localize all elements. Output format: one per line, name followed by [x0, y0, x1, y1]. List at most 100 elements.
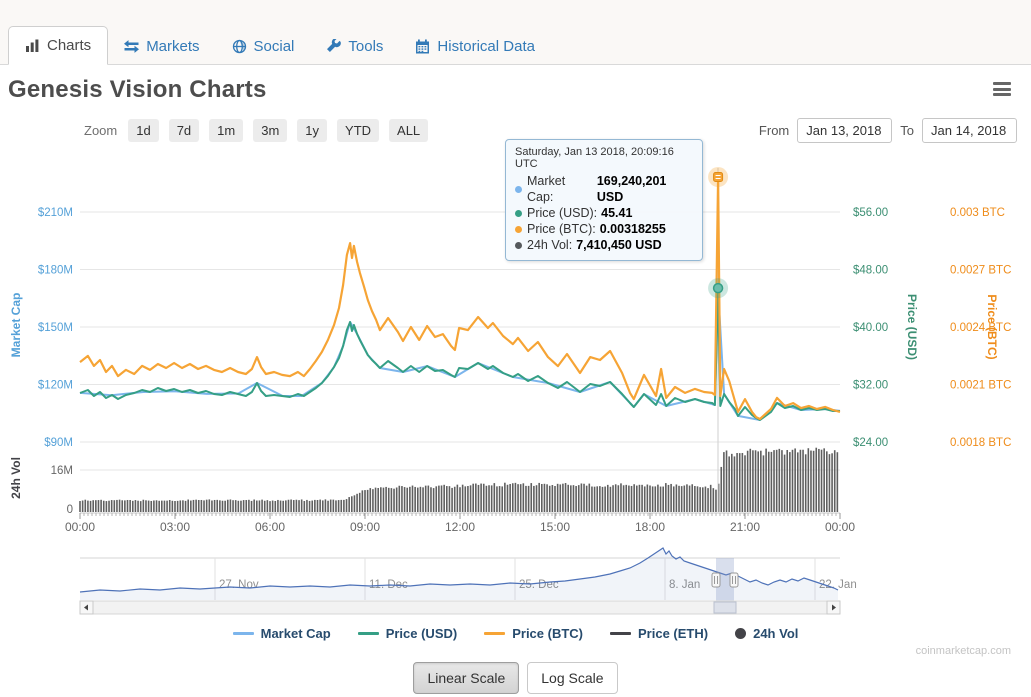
tab-charts[interactable]: Charts: [8, 26, 109, 65]
axis-tick-label: $40.00: [853, 322, 888, 334]
zoom-button-1d[interactable]: 1d: [128, 119, 159, 142]
zoom-buttons: 1d 7d 1m 3m 1y YTD ALL: [128, 119, 429, 142]
tab-historical-data[interactable]: Historical Data: [399, 28, 551, 65]
navigator-date-label: 22. Jan: [819, 579, 857, 591]
legend-item-price-eth-[interactable]: Price (ETH): [610, 626, 708, 641]
tooltip-rows: Market Cap: 169,240,201 USD Price (USD): 45…: [515, 173, 693, 253]
scrollbar-thumb[interactable]: [713, 601, 737, 614]
axis-tick-label: 00:00: [65, 520, 95, 534]
from-date-input[interactable]: [797, 118, 893, 143]
tab-social[interactable]: Social: [216, 28, 311, 65]
axis-tick-label: 0.0024 BTC: [950, 322, 1011, 334]
legend-marker: [610, 632, 632, 635]
bar-chart-icon: [25, 38, 40, 53]
axis-title: 24h Vol: [9, 457, 23, 499]
right-arrow-icon: [832, 604, 836, 611]
to-label: To: [900, 123, 914, 138]
zoom-button-1m[interactable]: 1m: [209, 119, 244, 142]
navigator-date-label: 8. Jan: [669, 579, 700, 591]
axis-tick-label: 09:00: [350, 520, 380, 534]
axis-title: Market Cap: [9, 293, 23, 358]
axis-title: Price (USD): [905, 294, 919, 360]
calendar-icon: [415, 39, 430, 54]
chart-context-menu-icon[interactable]: [993, 82, 1011, 96]
axis-tick-label: $48.00: [853, 265, 888, 277]
axis-tick-label: 16M: [51, 465, 73, 477]
chart-tooltip: Saturday, Jan 13 2018, 20:09:16 UTC Mark…: [505, 139, 703, 261]
axis-tick-label: $120M: [38, 380, 73, 392]
axis-tick-label: $24.00: [853, 437, 888, 449]
axis-tick-label: 0.0018 BTC: [950, 437, 1011, 449]
tab-tools[interactable]: Tools: [310, 28, 399, 65]
series-24h-vol-bars: [79, 447, 839, 512]
axis-tick-label: 12:00: [445, 520, 475, 534]
legend-item-price-btc-[interactable]: Price (BTC): [484, 626, 583, 641]
legend-item-price-usd-[interactable]: Price (USD): [357, 626, 457, 641]
navigator-handle-left[interactable]: [711, 572, 721, 588]
axis-tick-label: 0.0021 BTC: [950, 380, 1011, 392]
axis-tick-label: $180M: [38, 265, 73, 277]
axis-tick-label: 0.003 BTC: [950, 207, 1005, 219]
axis-tick-label: $90M: [44, 437, 73, 449]
legend-marker: [484, 632, 506, 635]
globe-icon: [232, 39, 247, 54]
linear-scale-button[interactable]: Linear Scale: [413, 662, 520, 694]
navigator-selected-range[interactable]: [716, 558, 734, 614]
tooltip-row: Price (USD): 45.41: [515, 205, 693, 221]
axis-tick-label: 0: [67, 504, 73, 516]
zoom-button-7d[interactable]: 7d: [168, 119, 200, 142]
axis-tick-label: 03:00: [160, 520, 190, 534]
zoom-button-all[interactable]: ALL: [389, 119, 429, 142]
navigator-area: [80, 548, 838, 600]
legend-item--h-vol[interactable]: 24h Vol: [735, 626, 798, 641]
axis-tick-label: 18:00: [635, 520, 665, 534]
tab-markets[interactable]: Markets: [108, 28, 215, 65]
axis-tick-label: 15:00: [540, 520, 570, 534]
tooltip-row: Market Cap: 169,240,201 USD: [515, 173, 693, 205]
legend-marker: [232, 632, 254, 635]
title-row: Genesis Vision Charts: [8, 76, 1023, 104]
from-label: From: [758, 123, 790, 138]
zoom-preset-row: Zoom 1d 7d 1m 3m 1y YTD ALL: [84, 119, 429, 142]
legend-marker: [735, 628, 747, 639]
zoom-button-1y[interactable]: 1y: [297, 119, 328, 142]
selected-point-usd: [712, 282, 724, 294]
exchange-arrows-icon: [124, 39, 140, 54]
axis-tick-label: 00:00: [825, 520, 855, 534]
date-range-row: From To: [759, 118, 1017, 143]
to-date-input[interactable]: [922, 118, 1017, 143]
watermark: coinmarketcap.com: [915, 645, 1011, 657]
legend-marker: [357, 632, 379, 635]
axis-tick-label: 0.0027 BTC: [950, 265, 1011, 277]
scale-toggle-row: Linear Scale Log Scale: [0, 662, 1031, 694]
axis-tick-label: $32.00: [853, 380, 888, 392]
selected-point-btc: [713, 172, 724, 183]
navigator-series-line: [79, 547, 839, 593]
tooltip-row: Price (BTC): 0.00318255: [515, 221, 693, 237]
wrench-icon: [326, 38, 342, 54]
axis-tick-label: $56.00: [853, 207, 888, 219]
tooltip-row: 24h Vol: 7,410,450 USD: [515, 237, 693, 253]
tooltip-datetime: Saturday, Jan 13 2018, 20:09:16 UTC: [515, 146, 674, 170]
tabs-container: Charts Markets Social Tools Historical Data: [8, 26, 551, 65]
log-scale-button[interactable]: Log Scale: [527, 662, 618, 694]
series-price-usd-: [79, 287, 840, 421]
tab-bar: Charts Markets Social Tools Historical Data: [0, 0, 1031, 65]
series-market-cap: [79, 289, 841, 421]
legend-item-market-cap[interactable]: Market Cap: [232, 626, 331, 641]
axis-tick-label: $210M: [38, 207, 73, 219]
left-arrow-icon: [84, 604, 88, 611]
axis-tick-label: $150M: [38, 322, 73, 334]
series-price-btc-: [79, 175, 841, 421]
zoom-button-ytd[interactable]: YTD: [337, 119, 380, 142]
axis-tick-label: 06:00: [255, 520, 285, 534]
navigator-handle-right[interactable]: [729, 572, 739, 588]
axis-tick-label: 21:00: [730, 520, 760, 534]
axis-title: Price (BTC): [985, 294, 999, 359]
zoom-button-3m[interactable]: 3m: [253, 119, 288, 142]
page-title: Genesis Vision Charts: [8, 76, 267, 103]
zoom-label: Zoom: [84, 123, 118, 138]
chart-legend: Market Cap Price (USD) Price (BTC) Price (E…: [0, 626, 1031, 641]
